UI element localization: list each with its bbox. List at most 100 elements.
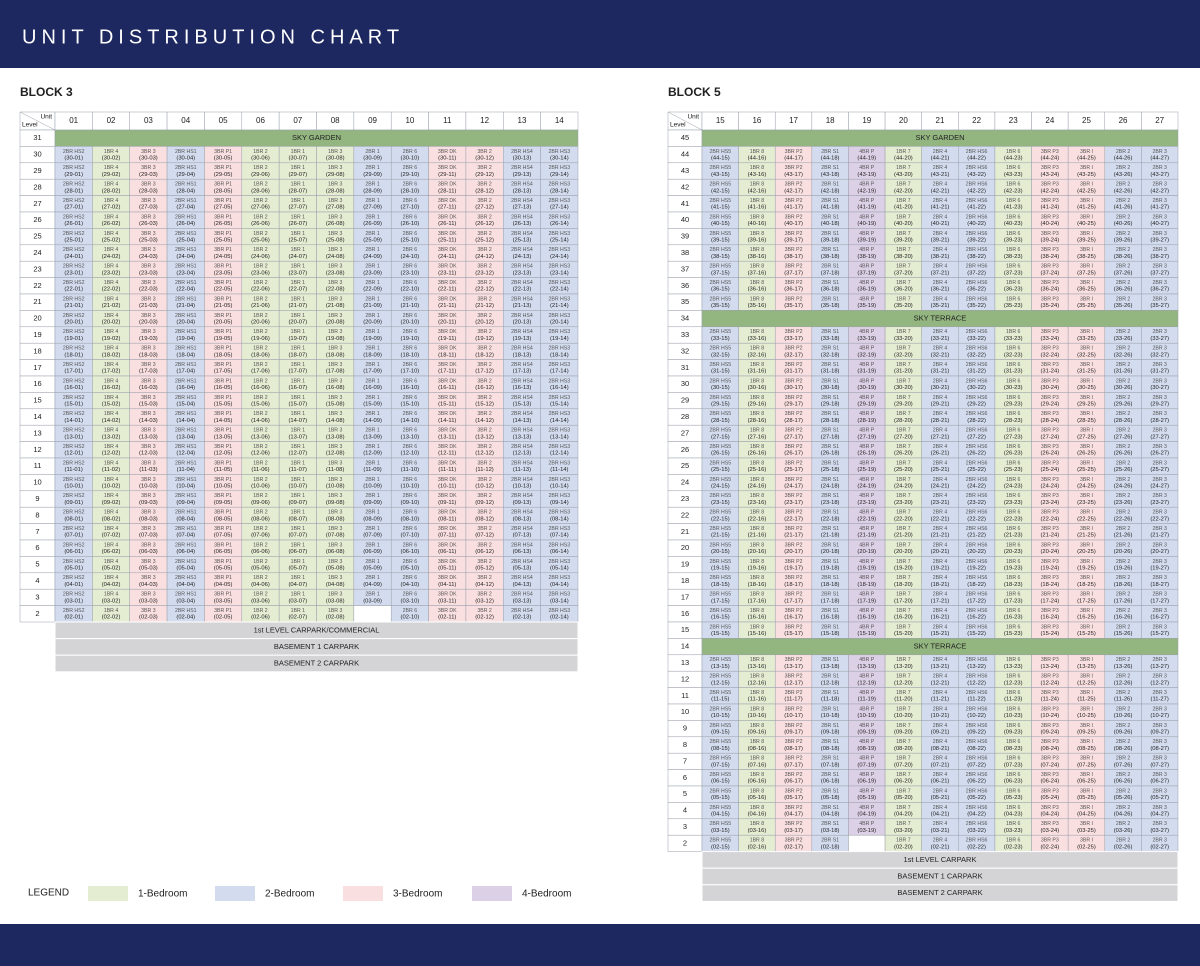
unit-type: 2BR 1 (365, 198, 380, 204)
unit-type: 2BR HS4 (511, 214, 533, 220)
unit-number: (40-24) (1041, 221, 1060, 227)
level-label: 13 (33, 428, 41, 437)
unit-type: 1BR 1 (291, 510, 306, 516)
unit-number: (12-12) (475, 451, 494, 457)
unit-number: (13-03) (139, 434, 158, 440)
unit-type: 2BR HS4 (511, 460, 533, 466)
unit-number: (12-17) (784, 680, 803, 686)
unit-number: (21-08) (326, 303, 345, 309)
unit-type: 3BR I (1080, 346, 1093, 352)
unit-type: 2BR HS6 (966, 674, 988, 680)
unit-number: (33-25) (1077, 336, 1096, 342)
unit-number: (09-02) (102, 500, 121, 506)
unit-number: (44-25) (1077, 156, 1096, 162)
unit-number: (30-08) (326, 156, 345, 162)
unit-number: (26-08) (326, 221, 345, 227)
unit-number: (11-11) (438, 467, 456, 473)
unit-type: 1BR 2 (253, 395, 268, 401)
unit-number: (11-24) (1041, 697, 1059, 703)
unit-number: (27-09) (363, 205, 382, 211)
unit-type: 1BR 8 (750, 559, 765, 565)
unit-number: (29-23) (1004, 402, 1023, 408)
unit-type: 3BR P3 (1041, 165, 1059, 171)
unit-number: (16-06) (251, 385, 270, 391)
unit-type: 2BR 4 (933, 723, 948, 729)
unit-type: 1BR 1 (291, 428, 306, 434)
unit-type: 3BR P2 (785, 739, 803, 745)
unit-type: 1BR 3 (328, 493, 343, 499)
unit-number: (12-01) (64, 451, 83, 457)
unit-number: (19-22) (967, 566, 986, 572)
unit-type: 2BR HS1 (175, 542, 197, 548)
unit-number: (29-17) (784, 402, 803, 408)
unit-type: 2BR 2 (1116, 592, 1131, 598)
unit-type: 2BR HS4 (511, 329, 533, 335)
unit-number: (17-14) (550, 369, 569, 375)
unit-type: 1BR 8 (750, 214, 765, 220)
unit-type: 3BR P2 (785, 542, 803, 548)
unit-type: 1BR 7 (896, 182, 911, 188)
unit-type: 1BR 1 (291, 592, 306, 598)
unit-number: (42-15) (711, 188, 730, 194)
unit-number: (11-14) (550, 467, 568, 473)
unit-number: (10-26) (1114, 713, 1133, 719)
unit-number: (19-14) (550, 336, 569, 342)
unit-number: (27-17) (784, 434, 803, 440)
unit-number: (26-20) (894, 451, 913, 457)
unit-number: (17-19) (857, 598, 876, 604)
unit-number: (35-16) (748, 303, 767, 309)
unit-number: (26-26) (1114, 451, 1133, 457)
level-label: 18 (33, 346, 41, 355)
unit-type: 2BR S1 (821, 788, 839, 794)
unit-type: 1BR 3 (328, 460, 343, 466)
unit-type: 1BR 7 (896, 805, 911, 811)
unit-type: 1BR 2 (253, 296, 268, 302)
unit-type: 3BR P2 (785, 657, 803, 663)
unit-type: 2BR HS4 (511, 378, 533, 384)
unit-number: (36-15) (711, 287, 730, 293)
unit-type: 2BR HS1 (175, 280, 197, 286)
unit-type: 2BR 4 (933, 624, 948, 630)
unit-type: 2BR 6 (403, 460, 418, 466)
unit-header: 22 (972, 116, 981, 125)
unit-type: 2BR S1 (821, 329, 839, 335)
unit-type: 2BR 4 (933, 493, 948, 499)
unit-number: (26-01) (64, 221, 83, 227)
unit-number: (36-22) (967, 287, 986, 293)
unit-number: (30-22) (967, 385, 986, 391)
unit-number: (10-10) (401, 484, 420, 490)
unit-number: (06-23) (1004, 779, 1023, 785)
unit-number: (20-10) (401, 320, 420, 326)
unit-type: 3BR P3 (1041, 395, 1059, 401)
unit-type: 3BR I (1080, 378, 1093, 384)
unit-number: (24-27) (1150, 484, 1169, 490)
unit-number: (02-01) (64, 615, 83, 621)
unit-type: 3BR P3 (1041, 428, 1059, 434)
unit-number: (11-19) (858, 697, 876, 703)
unit-type: 2BR HS6 (966, 165, 988, 171)
unit-type: 2BR HS5 (709, 428, 731, 434)
unit-number: (31-19) (857, 369, 876, 375)
unit-type: 1BR 3 (328, 264, 343, 270)
unit-type: 1BR 2 (253, 149, 268, 155)
unit-type: 1BR 3 (328, 280, 343, 286)
unit-type: 2BR HS6 (966, 526, 988, 532)
unit-type: 1BR 6 (1006, 788, 1021, 794)
unit-number: (17-16) (748, 598, 767, 604)
unit-number: (18-06) (251, 352, 270, 358)
unit-number: (09-20) (894, 730, 913, 736)
level-label: 43 (681, 166, 689, 175)
unit-type: 2BR HS5 (709, 296, 731, 302)
unit-number: (22-21) (931, 516, 950, 522)
unit-type: 1BR 2 (253, 493, 268, 499)
unit-number: (14-01) (64, 418, 83, 424)
unit-number: (15-26) (1114, 631, 1133, 637)
unit-type: 2BR HS4 (511, 428, 533, 434)
unit-number: (03-20) (894, 828, 913, 834)
unit-number: (07-24) (1041, 762, 1060, 768)
unit-number: (15-17) (784, 631, 803, 637)
unit-number: (21-15) (711, 533, 730, 539)
unit-number: (33-16) (748, 336, 767, 342)
unit-type: 2BR 3 (1152, 821, 1167, 827)
unit-type: 2BR S1 (821, 214, 839, 220)
